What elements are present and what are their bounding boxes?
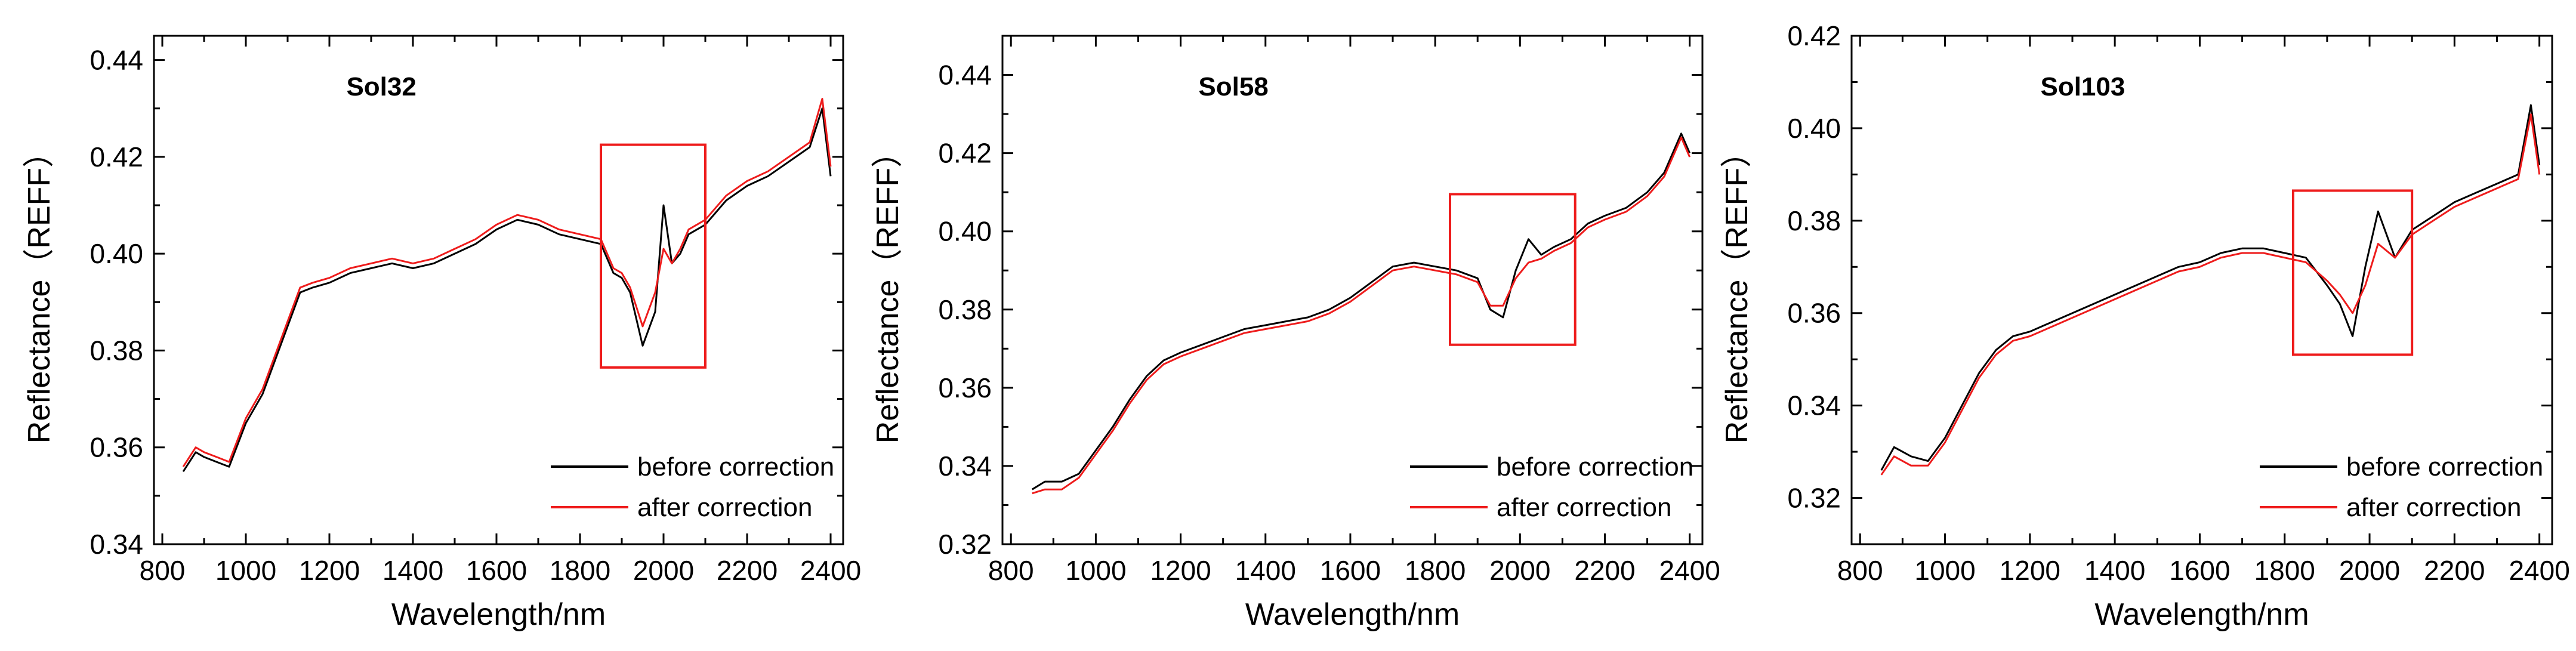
chart-panel-3: 800 1000 1200 1400 1600 1800 2000 2200 2400 0.32 0… [1720,20,2570,632]
chart-title: Sol103 [2040,72,2125,101]
y-axis-label: Reflectance（REFF） [22,137,57,443]
x-tick-label: 2000 [633,555,694,586]
before-correction-line [1880,104,2541,471]
y-axis-label: Reflectance（REFF） [1720,137,1754,443]
y-tick-label: 0.38 [90,335,143,366]
x-tick-label: 1400 [382,555,443,586]
x-tick-label: 1200 [2000,555,2060,586]
y-tick-label: 0.32 [1787,483,1841,514]
y-tick-label: 0.38 [1787,205,1841,236]
x-tick-label: 2200 [717,555,778,586]
x-tick-label: 2200 [2424,555,2485,586]
x-tick-label: 2400 [1659,555,1720,586]
x-tick-label: 1000 [1065,555,1126,586]
highlight-box [1449,193,1577,346]
x-tick-label: 2000 [2339,555,2400,586]
highlight-box [2291,189,2414,356]
y-tick-label: 0.36 [1787,298,1841,329]
x-axis-label: Wavelength/nm [391,597,606,632]
y-tick-label: 0.40 [1787,113,1841,144]
x-tick-label: 1200 [299,555,360,586]
x-tick-label: 1600 [1320,555,1381,586]
after-correction-line [182,98,832,468]
x-tick-label: 800 [988,555,1034,586]
y-tick-label: 0.42 [938,138,992,169]
y-tick-label: 0.42 [1787,20,1841,51]
before-correction-line [182,107,832,473]
y-tick-label: 0.42 [90,141,143,172]
x-tick-label: 1600 [466,555,527,586]
x-tick-label: 1400 [2084,555,2145,586]
y-tick-label: 0.44 [90,45,143,76]
y-tick-label: 0.36 [90,432,143,463]
x-tick-label: 2400 [2509,555,2569,586]
before-correction-line [1032,132,1691,490]
plot-frame [1850,35,2553,545]
y-tick-label: 0.38 [938,294,992,325]
x-tick-label: 800 [1837,555,1883,586]
legend-label-before: before correction [2346,452,2543,482]
x-tick-label: 2400 [800,555,861,586]
y-tick-label: 0.40 [90,238,143,269]
chart-panel-1: 800 1000 1200 1400 1600 1800 2000 2200 2400 0.34 0… [22,35,861,632]
x-tick-label: 800 [140,555,186,586]
legend-label-before: before correction [637,452,834,482]
y-tick-label: 0.36 [938,372,992,403]
legend-label-after: after correction [1497,493,1671,522]
y-tick-label: 0.34 [90,529,143,560]
y-tick-label: 0.40 [938,216,992,247]
y-tick-label: 0.32 [938,529,992,560]
chart-panel-2: 800 1000 1200 1400 1600 1800 2000 2200 2400 0.32 0… [871,35,1720,632]
plot-frame [1001,35,1704,545]
x-tick-label: 1000 [1914,555,1975,586]
x-axis-label: Wavelength/nm [2094,597,2309,632]
chart-title: Sol58 [1198,72,1268,101]
x-tick-label: 1600 [2169,555,2230,586]
legend-label-before: before correction [1497,452,1693,482]
after-correction-line [1032,136,1691,495]
y-tick-label: 0.34 [938,451,992,482]
highlight-box [600,143,707,369]
x-tick-label: 1800 [550,555,610,586]
x-axis-label: Wavelength/nm [1245,597,1460,632]
y-tick-label: 0.34 [1787,390,1841,421]
x-tick-label: 1400 [1235,555,1296,586]
x-tick-label: 1800 [2254,555,2315,586]
after-correction-line [1880,113,2541,476]
plot-frame [153,35,844,545]
legend-label-after: after correction [637,493,812,522]
x-tick-label: 2000 [1489,555,1550,586]
x-tick-label: 1000 [215,555,276,586]
x-tick-label: 1200 [1150,555,1211,586]
chart-title: Sol32 [346,72,416,101]
x-tick-label: 2200 [1574,555,1635,586]
y-tick-label: 0.44 [938,60,992,91]
x-tick-label: 1800 [1405,555,1466,586]
y-axis-label: Reflectance（REFF） [871,137,905,443]
legend-label-after: after correction [2346,493,2521,522]
